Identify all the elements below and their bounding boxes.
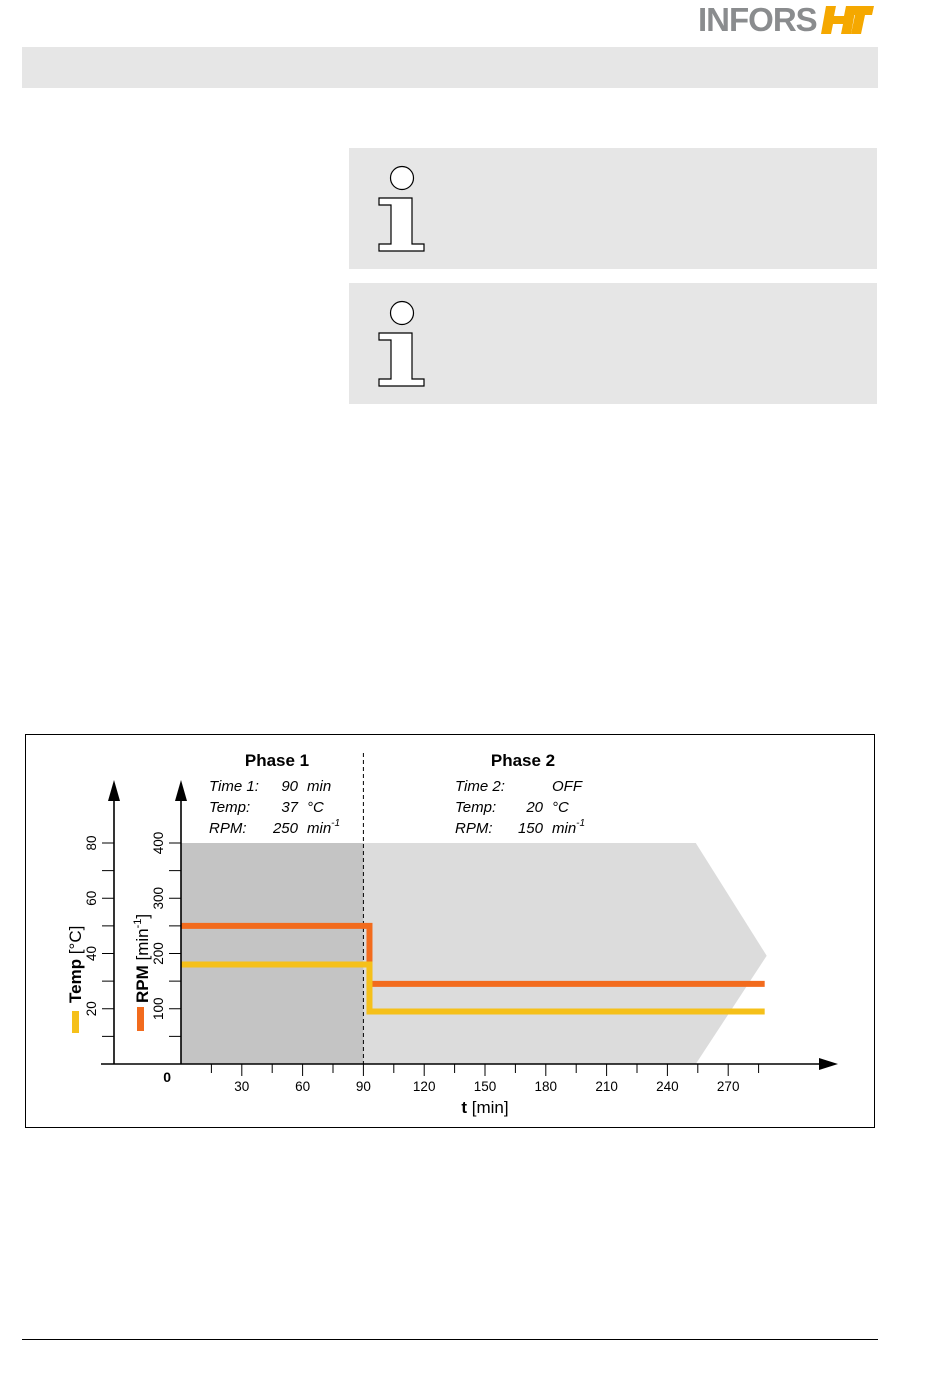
temp-axis-arrow bbox=[108, 780, 120, 801]
header-bar bbox=[22, 47, 878, 88]
phase-1-temp-label: Temp: bbox=[209, 799, 250, 816]
phase-2-background bbox=[363, 843, 767, 1064]
phase-2-temp-value: 20 bbox=[525, 799, 543, 816]
info-icon bbox=[378, 300, 425, 387]
temp-tick-label: 40 bbox=[84, 946, 99, 961]
phase-1-time-label: Time 1: bbox=[209, 778, 259, 795]
x-tick-label: 60 bbox=[295, 1079, 310, 1094]
x-tick-label: 90 bbox=[356, 1079, 371, 1094]
series-rpm-line bbox=[181, 922, 765, 987]
phase-1-temp-value: 37 bbox=[281, 799, 298, 816]
temp-legend-swatch bbox=[72, 1011, 79, 1033]
x-tick-label: 240 bbox=[656, 1079, 679, 1094]
phase-1-time-value: 90 bbox=[281, 778, 298, 795]
x-axis-arrow bbox=[819, 1058, 838, 1070]
temp-tick-label: 60 bbox=[84, 891, 99, 906]
phase-1-rpm-unit: min-1 bbox=[307, 818, 340, 837]
phase-1-temp-unit: °C bbox=[307, 799, 324, 816]
phase-2-title: Phase 2 bbox=[491, 751, 555, 770]
phase-2-time-label: Time 2: bbox=[455, 778, 505, 795]
x-tick-label: 270 bbox=[717, 1079, 740, 1094]
temp-tick-label: 20 bbox=[84, 1001, 99, 1016]
phase-2-rpm-unit: min-1 bbox=[552, 818, 585, 837]
phase-1-background bbox=[181, 843, 364, 1064]
info-box-2 bbox=[349, 283, 877, 404]
rpm-tick-label: 200 bbox=[151, 942, 166, 965]
rpm-tick-label: 400 bbox=[151, 832, 166, 855]
rpm-axis-title: RPM [min-1] bbox=[132, 914, 152, 1003]
phase-2-temp-unit: °C bbox=[552, 799, 569, 816]
phase-1-rpm-label: RPM: bbox=[209, 820, 247, 837]
x-tick-label: 30 bbox=[234, 1079, 249, 1094]
x-axis-title: t [min] bbox=[461, 1098, 508, 1117]
rpm-legend-swatch bbox=[137, 1007, 144, 1031]
phase-2-rpm-value: 150 bbox=[518, 820, 544, 837]
phase-chart: 30 60 90 120 150 180 210 240 270 0 t [min] 100 200 30… bbox=[25, 734, 875, 1128]
ht-logo-mark-icon: HT bbox=[820, 6, 874, 34]
info-box-1 bbox=[349, 148, 877, 269]
temp-tick-label: 80 bbox=[84, 835, 99, 850]
logo-text: INFORS bbox=[698, 1, 818, 38]
rpm-tick-label: 300 bbox=[151, 887, 166, 910]
rpm-axis-arrow bbox=[175, 780, 187, 801]
x-tick-label: 210 bbox=[595, 1079, 618, 1094]
series-temp-line bbox=[181, 961, 765, 1015]
phase-1-time-unit: min bbox=[307, 778, 331, 795]
x-origin-label: 0 bbox=[163, 1069, 171, 1085]
footer-rule bbox=[22, 1339, 878, 1340]
infors-logo: INFORS HT bbox=[698, 0, 876, 40]
info-icon bbox=[378, 165, 425, 252]
x-tick-label: 180 bbox=[535, 1079, 558, 1094]
x-tick-label: 120 bbox=[413, 1079, 436, 1094]
temp-axis-title: Temp [°C] bbox=[66, 926, 85, 1003]
phase-2-time-value: OFF bbox=[552, 778, 583, 795]
phase-chart-svg: 30 60 90 120 150 180 210 240 270 0 t [min] 100 200 30… bbox=[66, 751, 838, 1117]
phase-2-temp-label: Temp: bbox=[455, 799, 496, 816]
x-tick-label: 150 bbox=[474, 1079, 497, 1094]
phase-1-title: Phase 1 bbox=[245, 751, 309, 770]
rpm-tick-label: 100 bbox=[151, 997, 166, 1020]
phase-1-rpm-value: 250 bbox=[272, 820, 299, 837]
phase-2-rpm-label: RPM: bbox=[455, 820, 493, 837]
